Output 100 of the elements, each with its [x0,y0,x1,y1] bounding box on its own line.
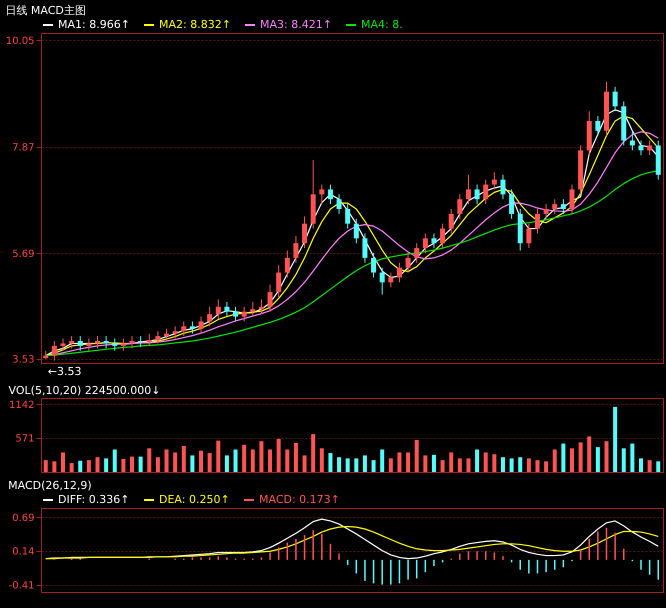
bar [104,458,108,472]
bar [596,447,600,472]
bar [552,450,557,472]
bar [414,440,419,472]
y-tick-label: 7.87 [12,142,34,154]
candlestick [638,140,644,156]
bar [61,452,65,472]
bar [492,454,496,472]
y-tick-label: 0.14 [12,546,34,558]
bar [182,446,186,472]
bar [526,458,531,472]
candlestick [198,316,204,334]
text: DIFF: 0.336↑ [58,493,130,506]
bar [561,444,566,472]
bar [458,458,462,472]
y-tick-label: -0.41 [8,580,34,592]
candlestick [440,223,446,249]
bar [449,452,454,472]
text: ←3.53 [48,365,82,378]
chart-title: VOL(5,10,20) 224500.000↓ [8,384,160,397]
candlestick [345,204,350,230]
bar [130,456,134,472]
bar [630,444,634,472]
y-tick-label: 1142 [9,400,34,411]
bar [242,444,246,472]
candlestick [466,174,471,205]
candlestick [414,242,420,264]
bar [613,406,618,472]
bar [52,461,56,472]
bar [216,440,220,472]
candlestick [371,252,376,278]
candlestick [457,194,462,220]
bar [484,452,488,472]
candlestick [362,232,368,264]
candlestick [112,338,118,352]
y-tick-label: 10.05 [6,36,34,47]
candlestick [500,174,506,200]
bar [138,456,143,472]
bar [70,463,74,472]
candlestick [52,340,57,362]
bar [622,448,626,472]
candlestick [388,272,394,288]
bar [388,458,393,472]
bar [121,458,126,472]
candlestick [120,338,126,352]
candlestick [293,235,298,264]
candlestick [268,284,273,312]
bar [604,441,608,472]
y-tick-label: 571 [15,434,34,445]
bar [535,460,540,472]
line-series [45,526,659,560]
legend-label: MA3: 8.421↑ [260,18,332,31]
candlestick [95,336,100,349]
bar [354,458,358,472]
bar [362,455,367,472]
bar [639,458,643,472]
bar [250,450,255,472]
candlestick [69,336,74,349]
bar [510,458,514,472]
candlestick [302,216,308,249]
legend-label: DEA: 0.250↑ [159,493,230,506]
candlestick [78,336,83,352]
bar [372,460,376,472]
bar [328,453,332,472]
candlestick [336,194,342,214]
candlestick [474,184,480,205]
candlestick [647,140,652,156]
bar [440,460,445,472]
bar [294,442,298,472]
bar [224,455,229,472]
candlestick [560,198,566,214]
candlestick [155,330,160,344]
bar [147,448,152,472]
bar [320,448,324,472]
bar [285,450,290,472]
candlestick [483,179,488,205]
bar [423,455,428,472]
y-tick-label: 0.69 [12,512,34,524]
legend-label: MA2: 8.832↑ [159,18,231,31]
bar [190,455,194,472]
candlestick [552,198,558,214]
candlestick [569,184,574,214]
candlestick [595,116,600,136]
bar [311,434,316,472]
candlestick [630,130,635,151]
candlestick [284,250,290,278]
bar [199,450,204,472]
candlestick [242,306,247,322]
candlestick [431,232,436,249]
candlestick [250,301,256,318]
candlestick [130,336,135,349]
candlestick [86,338,92,352]
candlestick [164,328,170,342]
candlestick [544,204,549,220]
bar [44,460,48,472]
candlestick [534,208,540,234]
bar [466,458,470,472]
bar [268,450,272,472]
bar [96,457,100,472]
bar [570,448,574,472]
